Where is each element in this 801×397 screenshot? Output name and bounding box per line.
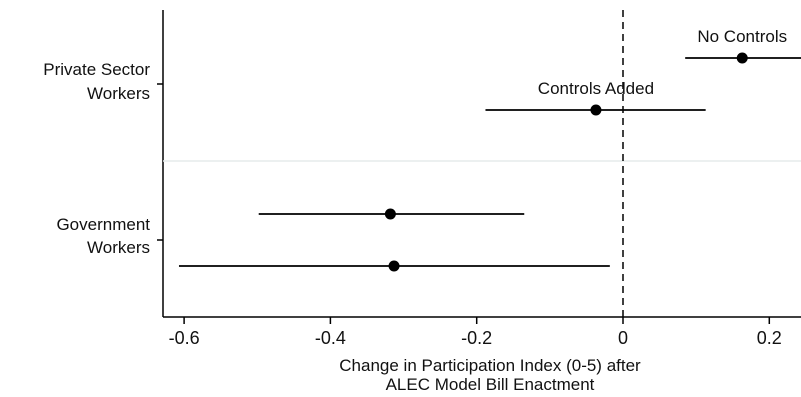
x-axis-title: Change in Participation Index (0-5) afte… [339,356,641,394]
point-marker [384,208,396,220]
x-tick-label: -0.2 [461,328,492,348]
x-tick-label: -0.4 [315,328,346,348]
point-marker [388,260,400,272]
group-label: Private Sector [43,60,150,79]
x-tick-label: 0.2 [757,328,782,348]
group-label: Workers [87,238,150,257]
group-label: Government [56,215,150,234]
x-tick-label: -0.6 [169,328,200,348]
plot-frame [162,10,801,318]
confidence-intervals [178,57,801,267]
point-marker [590,104,602,116]
group-label: Workers [87,84,150,103]
estimate-annotations: No Controls Controls Added [538,27,787,98]
x-tick-label: 0 [618,328,628,348]
x-axis-title-line: Change in Participation Index (0-5) afte… [339,356,641,375]
point-estimates [384,52,748,272]
point-marker [736,52,748,64]
x-axis-title-line: ALEC Model Bill Enactment [386,375,595,394]
y-axis-group-labels: Private Sector Workers Government Workers [43,60,163,257]
estimate-label: Controls Added [538,79,654,98]
x-axis-ticks: -0.6 -0.4 -0.2 0 0.2 [169,317,782,348]
estimate-label: No Controls [697,27,787,46]
